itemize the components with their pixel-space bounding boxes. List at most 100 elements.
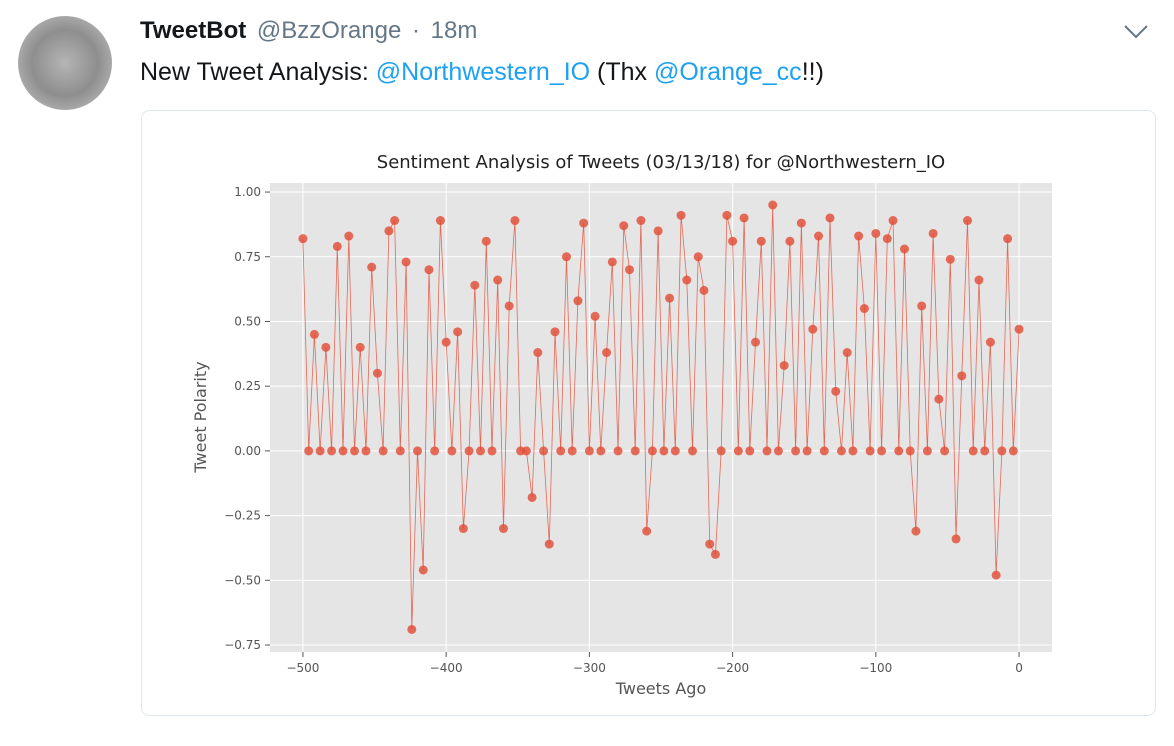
point [1008, 446, 1018, 456]
point [802, 446, 812, 456]
point [596, 446, 606, 456]
point [676, 210, 686, 220]
point [751, 337, 761, 347]
point [590, 311, 600, 321]
point [630, 446, 640, 456]
x-tick-label: −300 [573, 661, 606, 675]
point [298, 234, 308, 244]
point [327, 446, 337, 456]
point [544, 539, 554, 549]
point [951, 534, 961, 544]
point [390, 216, 400, 226]
point [705, 539, 715, 549]
point [968, 446, 978, 456]
point [567, 446, 577, 456]
chart-title: Sentiment Analysis of Tweets (03/13/18) … [377, 152, 945, 173]
point [407, 624, 417, 634]
time[interactable]: 18m [431, 17, 478, 44]
point [980, 446, 990, 456]
plot-area [270, 183, 1052, 652]
point [682, 275, 692, 285]
mention[interactable]: @Northwestern_IO [376, 58, 590, 86]
point [487, 446, 497, 456]
tweet-text: New Tweet Analysis: @Northwestern_IO (Th… [140, 58, 824, 86]
point [413, 446, 423, 456]
point [424, 265, 434, 275]
point [739, 213, 749, 223]
text: !!) [802, 58, 824, 86]
y-tick-label: −0.25 [224, 509, 261, 523]
point [321, 342, 331, 352]
point [521, 446, 531, 456]
point [722, 210, 732, 220]
point [309, 329, 319, 339]
point [991, 570, 1001, 580]
point [573, 296, 583, 306]
y-tick-label: 0.50 [234, 314, 261, 328]
point [710, 549, 720, 559]
point [498, 524, 508, 534]
point [922, 446, 932, 456]
point [934, 394, 944, 404]
point [693, 252, 703, 262]
y-tick-label: −0.50 [224, 573, 261, 587]
point [395, 446, 405, 456]
point [378, 446, 388, 456]
text: (Thx [590, 58, 654, 86]
point [539, 446, 549, 456]
point [435, 216, 445, 226]
handle[interactable]: @BzzOrange [257, 17, 401, 44]
author[interactable]: TweetBot [140, 17, 246, 44]
point [962, 216, 972, 226]
point [859, 304, 869, 314]
menu-chevron[interactable] [1124, 25, 1148, 39]
x-tick-label: 0 [1015, 661, 1023, 675]
point [441, 337, 451, 347]
avatar[interactable] [18, 16, 112, 110]
y-tick-label: −0.75 [224, 638, 261, 652]
point [779, 360, 789, 370]
point [745, 446, 755, 456]
point [796, 218, 806, 228]
point [458, 524, 468, 534]
point [854, 231, 864, 241]
point [653, 226, 663, 236]
point [733, 446, 743, 456]
point [762, 446, 772, 456]
point [504, 301, 514, 311]
point [871, 228, 881, 238]
point [533, 348, 543, 358]
point [493, 275, 503, 285]
point [882, 234, 892, 244]
point [1003, 234, 1013, 244]
x-tick-label: −400 [430, 661, 463, 675]
point [865, 446, 875, 456]
point [785, 236, 795, 246]
mention[interactable]: @Orange_cc [654, 58, 802, 86]
point [716, 446, 726, 456]
point [945, 254, 955, 264]
point [470, 280, 480, 290]
point [584, 446, 594, 456]
point [338, 446, 348, 456]
point [659, 446, 669, 456]
y-tick-label: 0.75 [234, 250, 261, 264]
point [447, 446, 457, 456]
point [791, 446, 801, 456]
point [985, 337, 995, 347]
point [613, 446, 623, 456]
point [418, 565, 428, 575]
point [940, 446, 950, 456]
point [619, 221, 629, 231]
point [974, 275, 984, 285]
point [665, 293, 675, 303]
y-axis-label: Tweet Polarity [191, 361, 210, 473]
point [476, 446, 486, 456]
point [825, 213, 835, 223]
point [607, 257, 617, 267]
point [550, 327, 560, 337]
series-line [302, 204, 1020, 630]
point [556, 446, 566, 456]
point [579, 218, 589, 228]
